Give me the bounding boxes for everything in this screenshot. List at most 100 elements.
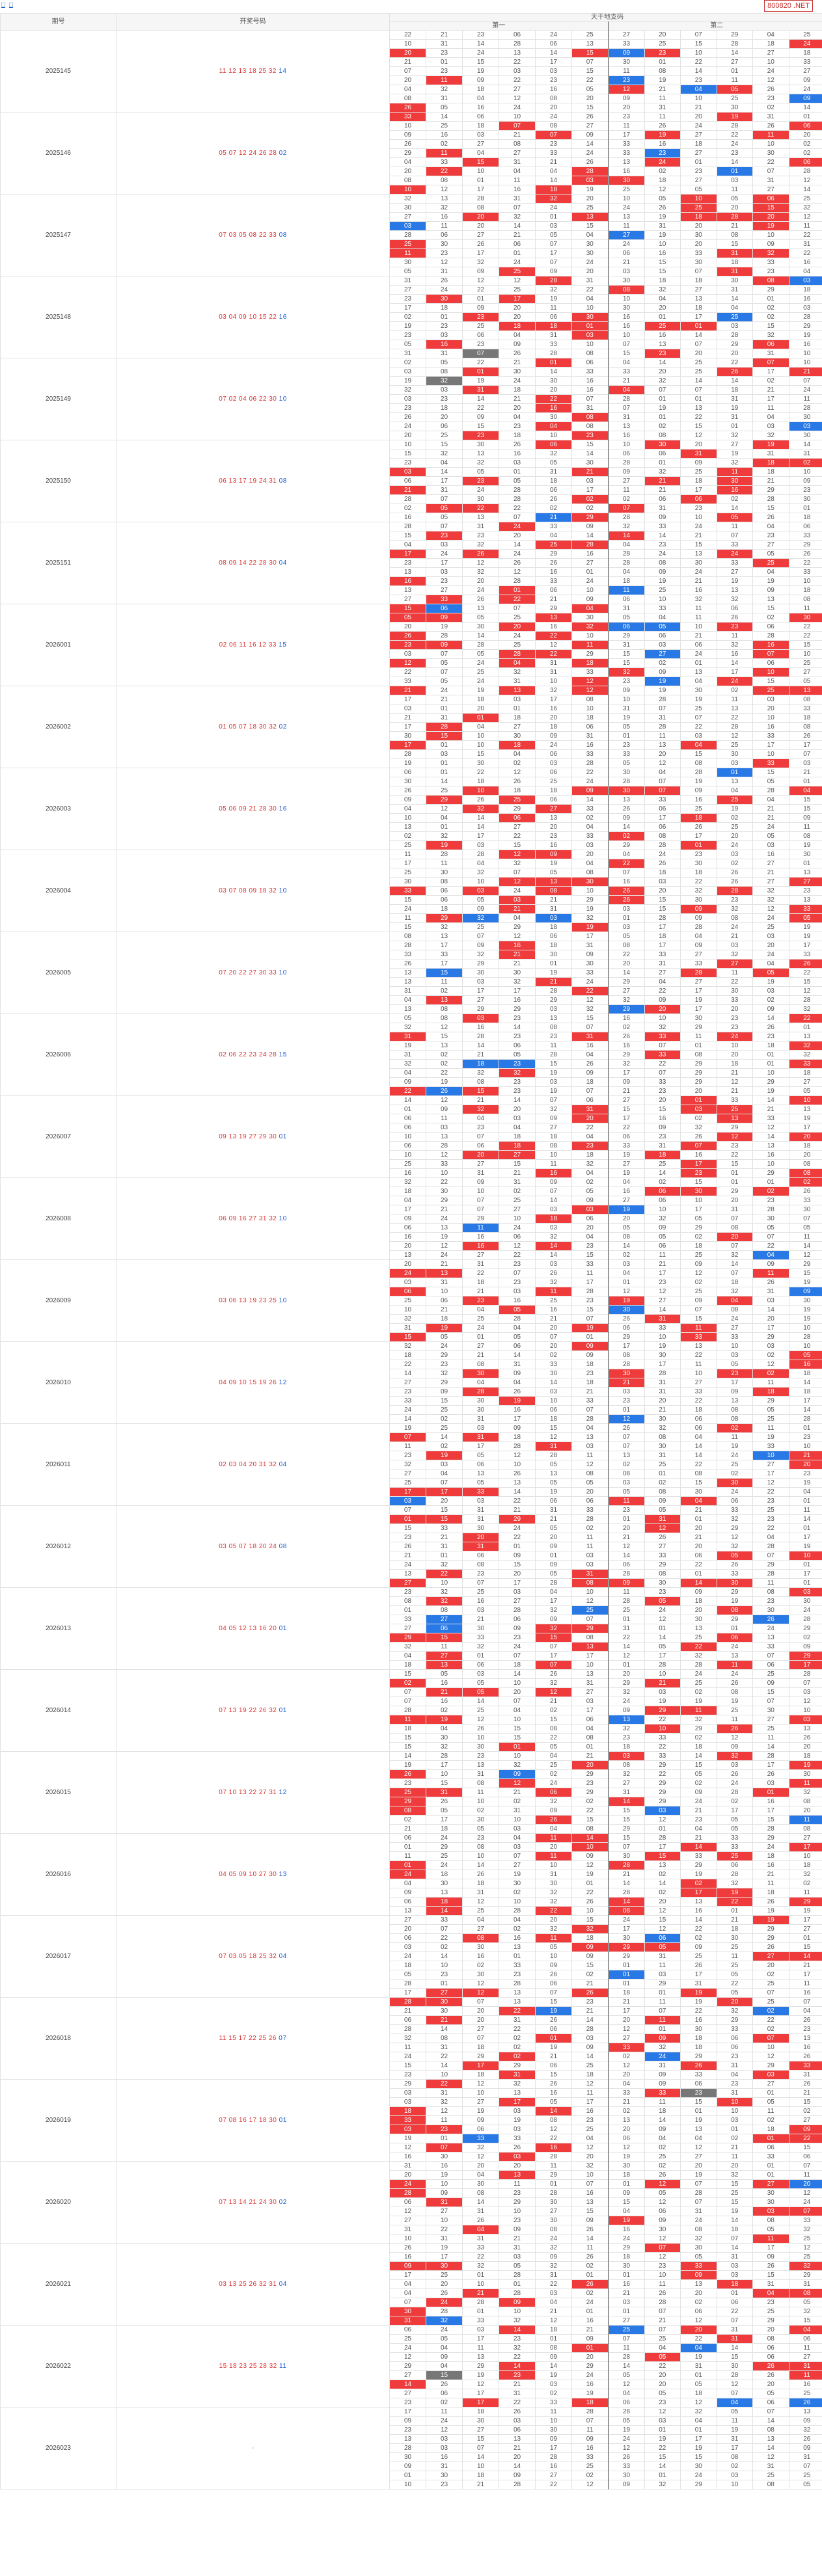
draw-numbers: 07 13 14 21 24 30 02 (116, 2161, 390, 2244)
grid-cell: 14 (680, 1751, 717, 1761)
red-ball: 17 (249, 2116, 257, 2124)
grid-cell: 15 (535, 1997, 572, 2007)
grid-cell: 27 (499, 148, 536, 158)
grid-cell: 11 (644, 2097, 681, 2107)
grid-cell: 12 (752, 904, 789, 914)
top-link-1[interactable]: □ (1, 1, 6, 8)
grid-cell: 22 (644, 1059, 681, 1069)
grid-cell: 12 (752, 1478, 789, 1488)
grid-cell: 08 (462, 203, 499, 213)
grid-cell: 33 (680, 959, 717, 969)
grid-cell: 02 (389, 503, 426, 513)
grid-cell: 02 (571, 2471, 609, 2480)
grid-cell: 05 (499, 1050, 536, 1060)
grid-cell: 31 (716, 2325, 753, 2335)
grid-cell: 13 (716, 1396, 753, 1406)
grid-cell: 01 (644, 2471, 681, 2480)
grid-cell: 11 (788, 1979, 822, 1989)
grid-cell: 01 (680, 840, 717, 850)
grid-cell: 33 (716, 558, 753, 568)
grid-cell: 16 (499, 1405, 536, 1415)
grid-cell: 08 (571, 1633, 609, 1643)
grid-cell: 23 (426, 48, 463, 58)
grid-cell: 07 (499, 121, 536, 131)
grid-cell: 05 (644, 194, 681, 204)
grid-cell: 16 (608, 312, 645, 322)
grid-cell: 33 (716, 1505, 753, 1515)
grid-cell: 32 (535, 449, 572, 459)
top-link-2[interactable]: □ (9, 1, 14, 8)
grid-cell: 22 (788, 2134, 822, 2143)
grid-cell: 31 (462, 1769, 499, 1779)
grid-cell: 01 (571, 1879, 609, 1888)
grid-cell: 04 (389, 2288, 426, 2298)
grid-cell: 08 (716, 230, 753, 240)
grid-cell: 19 (389, 1423, 426, 1433)
grid-cell: 02 (608, 494, 645, 504)
grid-cell: 33 (426, 1523, 463, 1533)
grid-cell: 02 (752, 995, 789, 1005)
grid-cell: 19 (680, 2170, 717, 2180)
grid-cell: 22 (716, 130, 753, 140)
grid-cell: 13 (499, 686, 536, 695)
grid-cell: 22 (389, 667, 426, 677)
grid-cell: 06 (608, 1560, 645, 1570)
grid-cell: 08 (608, 1232, 645, 1242)
grid-cell: 12 (462, 2152, 499, 2162)
grid-cell: 17 (462, 2334, 499, 2344)
grid-cell: 03 (499, 2252, 536, 2262)
grid-cell: 14 (462, 1860, 499, 1870)
grid-cell: 30 (389, 2452, 426, 2462)
grid-cell: 11 (571, 1542, 609, 1551)
grid-cell: 23 (426, 248, 463, 258)
grid-cell: 19 (752, 1915, 789, 1925)
grid-cell: 02 (716, 1469, 753, 1479)
grid-cell: 23 (499, 1013, 536, 1023)
grid-cell: 17 (752, 1806, 789, 1816)
grid-cell: 10 (389, 121, 426, 131)
grid-cell: 01 (608, 2270, 645, 2280)
grid-cell: 10 (389, 2234, 426, 2244)
table-row: 15 32 13 16 32 14 06 06 31 19 31 31 (1, 449, 822, 459)
grid-cell: 12 (571, 1596, 609, 1606)
red-ball: 12 (239, 1624, 247, 1632)
grid-cell: 03 (499, 66, 536, 76)
grid-cell: 24 (389, 1560, 426, 1570)
grid-cell: 19 (535, 1487, 572, 1497)
grid-cell: 14 (680, 1915, 717, 1925)
table-row: 21 01 15 22 17 07 30 01 22 27 10 33 (1, 57, 822, 67)
table-row: 21 18 05 03 04 08 29 01 04 05 28 08 (1, 1824, 822, 1834)
red-ball: 27 (249, 969, 257, 976)
grid-cell: 19 (752, 1906, 789, 1916)
grid-cell: 29 (644, 1788, 681, 1797)
grid-cell: 08 (571, 1578, 609, 1588)
grid-cell: 28 (571, 2407, 609, 2417)
grid-cell: 29 (752, 1077, 789, 1087)
grid-cell: 11 (426, 148, 463, 158)
grid-cell: 21 (499, 2234, 536, 2244)
grid-cell: 27 (608, 30, 645, 40)
grid-cell: 16 (535, 704, 572, 714)
grid-cell: 23 (788, 485, 822, 495)
grid-cell: 25 (571, 203, 609, 213)
grid-cell: 17 (752, 740, 789, 750)
grid-cell: 14 (716, 2243, 753, 2253)
grid-cell: 27 (389, 1469, 426, 1479)
grid-cell: 09 (571, 1341, 609, 1351)
grid-cell: 29 (752, 1560, 789, 1570)
grid-cell: 11 (608, 66, 645, 76)
red-ball: 07 (219, 2116, 227, 2124)
grid-cell: 10 (644, 1205, 681, 1214)
grid-cell: 07 (716, 1241, 753, 1251)
grid-cell: 27 (752, 2179, 789, 2189)
grid-cell: 18 (752, 39, 789, 49)
grid-cell: 08 (608, 1350, 645, 1360)
grid-cell: 22 (426, 1933, 463, 1943)
grid-cell: 28 (499, 1906, 536, 1916)
grid-cell: 25 (499, 613, 536, 623)
grid-cell: 03 (535, 1004, 572, 1014)
red-ball: 19 (249, 477, 257, 485)
grid-cell: 13 (752, 1633, 789, 1643)
red-ball: 08 (219, 559, 227, 567)
grid-cell: 15 (644, 1105, 681, 1114)
